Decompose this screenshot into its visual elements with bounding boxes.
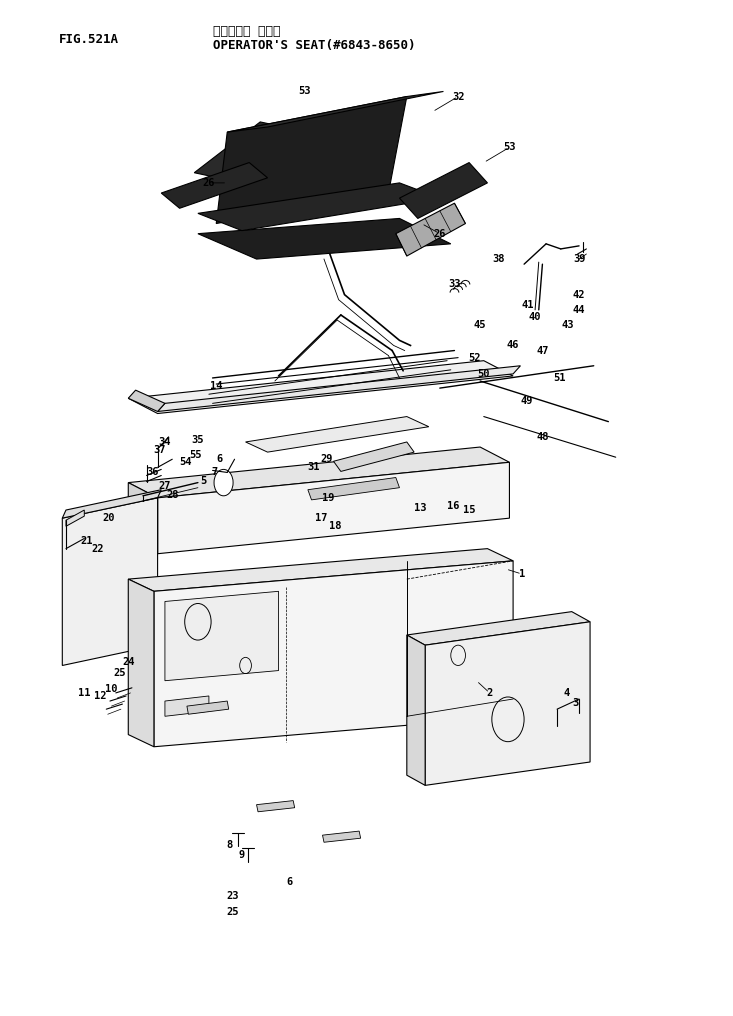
Polygon shape <box>128 549 513 591</box>
Text: 34: 34 <box>158 437 172 447</box>
Text: 47: 47 <box>536 345 549 356</box>
Polygon shape <box>158 462 509 554</box>
Polygon shape <box>198 183 440 231</box>
Text: 13: 13 <box>413 503 427 513</box>
Text: OPERATOR'S SEAT(#6843-8650): OPERATOR'S SEAT(#6843-8650) <box>213 39 415 52</box>
Text: 39: 39 <box>572 254 586 264</box>
Text: 15: 15 <box>463 505 476 515</box>
Text: 9: 9 <box>239 850 245 861</box>
Polygon shape <box>128 579 154 747</box>
Polygon shape <box>128 361 513 414</box>
Polygon shape <box>128 483 158 554</box>
Polygon shape <box>158 366 520 411</box>
Polygon shape <box>165 696 209 716</box>
Text: 19: 19 <box>322 493 335 503</box>
Text: 25: 25 <box>226 907 240 917</box>
Text: 11: 11 <box>78 688 91 698</box>
Text: 36: 36 <box>146 467 159 478</box>
Text: 18: 18 <box>329 521 342 531</box>
Text: 3: 3 <box>572 698 578 708</box>
Text: 6: 6 <box>287 877 292 887</box>
Text: 52: 52 <box>468 353 482 363</box>
Polygon shape <box>198 218 451 259</box>
Text: 49: 49 <box>520 396 533 406</box>
Text: 2: 2 <box>487 688 493 698</box>
Text: 7: 7 <box>211 467 217 478</box>
Text: 38: 38 <box>492 254 505 264</box>
Text: 25: 25 <box>113 668 126 678</box>
Polygon shape <box>396 203 465 256</box>
Polygon shape <box>246 417 429 452</box>
Text: オペレータ シート: オペレータ シート <box>213 25 280 39</box>
Polygon shape <box>399 163 487 218</box>
Text: 28: 28 <box>166 490 179 500</box>
Polygon shape <box>407 612 590 645</box>
Text: 6: 6 <box>217 454 223 464</box>
Polygon shape <box>194 122 308 183</box>
Text: 26: 26 <box>433 229 446 239</box>
Polygon shape <box>257 801 295 812</box>
Text: 53: 53 <box>298 86 311 97</box>
Text: 35: 35 <box>191 435 205 445</box>
Text: 41: 41 <box>521 300 534 310</box>
Polygon shape <box>227 91 443 132</box>
Text: 48: 48 <box>536 432 549 442</box>
Text: 1: 1 <box>519 569 525 579</box>
Text: 21: 21 <box>80 535 93 546</box>
Polygon shape <box>165 591 279 681</box>
Text: 16: 16 <box>446 501 460 511</box>
Polygon shape <box>334 442 414 471</box>
Text: 12: 12 <box>94 691 107 701</box>
Polygon shape <box>62 490 161 518</box>
Polygon shape <box>216 97 407 224</box>
Text: 5: 5 <box>201 475 207 486</box>
Text: 43: 43 <box>561 320 575 330</box>
Text: 33: 33 <box>448 279 461 290</box>
Polygon shape <box>407 635 425 785</box>
Text: 32: 32 <box>452 91 465 102</box>
Polygon shape <box>128 447 509 498</box>
Text: 55: 55 <box>189 450 202 460</box>
Text: 42: 42 <box>572 290 586 300</box>
Text: 22: 22 <box>91 544 104 554</box>
Text: 4: 4 <box>564 688 570 698</box>
Text: 46: 46 <box>507 340 520 351</box>
Text: 20: 20 <box>102 513 115 523</box>
Text: 37: 37 <box>153 445 166 455</box>
Polygon shape <box>323 831 361 842</box>
Text: 31: 31 <box>307 462 320 472</box>
Polygon shape <box>66 510 84 526</box>
Polygon shape <box>62 498 158 665</box>
Circle shape <box>214 469 233 496</box>
Text: 26: 26 <box>202 178 216 188</box>
Text: 27: 27 <box>158 481 172 491</box>
Polygon shape <box>128 390 165 411</box>
Text: 17: 17 <box>314 513 328 523</box>
Text: 50: 50 <box>477 369 490 379</box>
Text: 14: 14 <box>210 381 223 391</box>
Text: 53: 53 <box>503 142 516 152</box>
Polygon shape <box>154 561 513 747</box>
Text: 54: 54 <box>179 457 192 467</box>
Text: 40: 40 <box>528 312 542 322</box>
Polygon shape <box>161 163 268 208</box>
Text: 29: 29 <box>320 454 333 464</box>
Text: 8: 8 <box>226 840 232 850</box>
Text: FIG.521A: FIG.521A <box>59 33 119 46</box>
Polygon shape <box>187 701 229 714</box>
Text: 10: 10 <box>105 684 118 694</box>
Text: 24: 24 <box>122 657 135 668</box>
Text: 51: 51 <box>553 373 566 383</box>
Text: 45: 45 <box>474 320 487 330</box>
Polygon shape <box>308 478 399 500</box>
Text: 23: 23 <box>226 891 240 901</box>
Polygon shape <box>425 622 590 785</box>
Text: 44: 44 <box>572 305 586 315</box>
